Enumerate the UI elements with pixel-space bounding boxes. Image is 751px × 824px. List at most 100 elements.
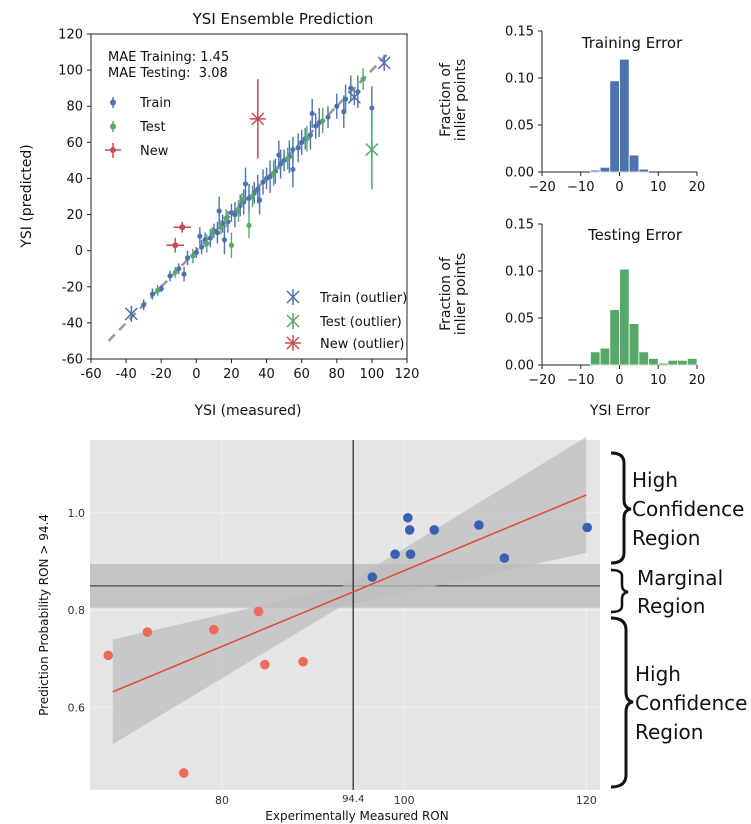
scatter-x-tick-label: 40 <box>258 367 275 382</box>
new-point-marker <box>179 224 186 231</box>
ron-point-low <box>298 656 308 667</box>
train-point <box>184 250 191 266</box>
hist-train-y-label-2: inlier points <box>453 59 469 141</box>
hist-train-title: Training Error <box>581 34 683 52</box>
ron-point-high <box>405 549 416 560</box>
scatter-x-tick-label: 80 <box>329 367 346 382</box>
bracket-marginal <box>610 568 629 614</box>
scatter-x-tick-label: 0 <box>192 367 200 382</box>
fit-line <box>112 494 587 693</box>
train-point-marker <box>216 208 222 214</box>
test-point-marker <box>239 197 245 203</box>
scatter-legend-left: Train Test New <box>105 96 171 159</box>
hist-test-x-tick-label: 10 <box>650 373 667 388</box>
train-point <box>341 95 347 128</box>
ron-point-high <box>404 525 415 535</box>
hist-train-x-tick-label: 0 <box>615 180 623 195</box>
legend-test-label: Test <box>139 120 166 135</box>
legend-new-outlier-marker <box>285 335 301 351</box>
annotation-high-bottom-3: Region <box>635 720 703 744</box>
test-point-marker <box>235 208 242 214</box>
train-point-marker <box>181 271 187 277</box>
scatter-y-tick-label: 0 <box>75 244 83 259</box>
train-outlier-point <box>124 305 138 322</box>
hist-test-bar <box>619 268 630 366</box>
confidence-ribbon <box>112 437 587 745</box>
scatter-x-label: YSI (measured) <box>194 403 302 419</box>
hist-test-y-tick-label: 0.10 <box>505 265 534 280</box>
train-point-marker <box>232 211 238 218</box>
train-point <box>256 185 263 215</box>
train-point-marker <box>193 249 199 256</box>
ron-y-tick-label: 0.8 <box>68 604 86 617</box>
hist-train-y-tick-label: 0.10 <box>505 72 534 87</box>
train-point-marker <box>256 197 263 203</box>
train-point <box>295 133 301 163</box>
scatter-x-tick-label: 20 <box>223 367 240 382</box>
ron-point-low <box>209 624 219 635</box>
test-point <box>239 192 245 208</box>
legend-new-outlier-label: New (outlier) <box>320 337 405 352</box>
scatter-x-tick-label: 60 <box>293 367 310 382</box>
scatter-y-tick-label: 100 <box>58 64 83 79</box>
hist-train-bar <box>590 169 601 173</box>
new-outlier-point <box>249 79 266 159</box>
ysi-scatter-chart: YSI Ensemble Prediction -60 -40 -20 0 20 40 60… <box>19 10 419 419</box>
annotation-high-top-1: High <box>632 468 678 492</box>
train-point-marker <box>221 237 228 243</box>
legend-new-label: New <box>140 144 169 159</box>
hist-train-y-label-1: Fraction of <box>438 62 454 137</box>
test-point-marker <box>218 224 224 230</box>
hist-train-x-tick-label: −20 <box>528 180 555 195</box>
training-error-histogram: Training Error −20 −10 0 10 20 0.00 0.05 0.10 0.… <box>438 25 705 196</box>
scatter-x-tick-label: 100 <box>359 367 384 382</box>
hist-test-y-label-1: Fraction of <box>438 256 454 331</box>
test-point-marker <box>209 230 215 236</box>
ron-vline-label: 94.4 <box>342 794 364 805</box>
train-point <box>141 299 147 311</box>
test-point <box>285 147 291 170</box>
scatter-legend-right: Train (outlier) Test (outlier) New (outl… <box>285 289 407 352</box>
hist-test-bar <box>657 362 669 366</box>
test-point <box>228 232 235 258</box>
train-point <box>276 140 282 170</box>
train-point-marker <box>276 152 282 158</box>
hist-test-bar <box>638 351 649 366</box>
test-point-marker <box>204 240 210 247</box>
hist-test-bar <box>648 358 659 366</box>
test-point-marker <box>246 222 252 228</box>
hist-train-y-tick-label: 0.05 <box>505 119 534 134</box>
scatter-y-tick-label: -20 <box>62 280 83 295</box>
new-point-marker <box>172 242 179 249</box>
hist-train-bar <box>619 58 630 173</box>
train-point <box>232 201 238 228</box>
ron-point-low <box>179 768 189 778</box>
train-point-marker <box>325 114 331 120</box>
test-outlier-point <box>365 109 379 190</box>
ron-point-high <box>429 525 440 535</box>
test-point <box>209 227 215 239</box>
legend-train-outlier-marker <box>286 289 300 305</box>
train-point-marker <box>290 166 296 173</box>
annotation-high-bottom-2: Confidence <box>635 691 747 715</box>
ron-point-high <box>403 512 413 523</box>
hist-test-bar <box>677 359 688 366</box>
hist-test-title: Testing Error <box>587 226 683 244</box>
test-point-marker <box>190 253 196 259</box>
scatter-x-tick-label: -60 <box>80 367 101 382</box>
bracket-high-bottom <box>610 616 634 789</box>
ron-marks <box>90 437 600 790</box>
test-point <box>304 126 310 152</box>
train-point <box>167 270 173 282</box>
train-point <box>181 266 187 282</box>
hist-train-y-tick-label: 0.00 <box>505 166 534 181</box>
legend-train-marker <box>110 97 116 108</box>
train-point <box>216 196 222 226</box>
train-point-marker <box>295 145 301 151</box>
scatter-y-tick-label: 40 <box>66 172 83 187</box>
ron-point-low <box>260 659 270 670</box>
train-point-marker <box>307 132 314 138</box>
test-point <box>218 219 224 235</box>
mae-training-label: MAE Training: 1.45 <box>108 50 229 65</box>
scatter-x-tick-label: -40 <box>115 367 136 382</box>
